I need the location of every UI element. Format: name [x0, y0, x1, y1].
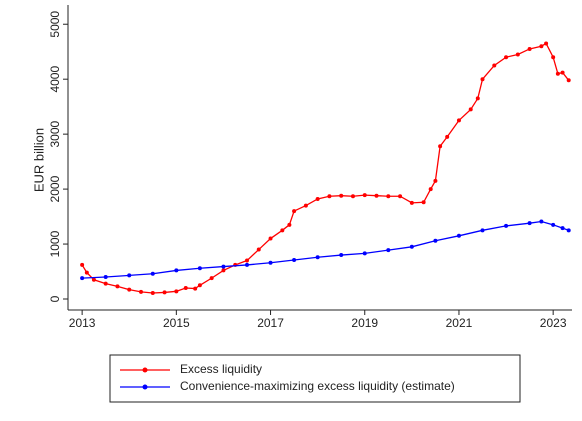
series-line — [82, 220, 569, 279]
point — [174, 268, 179, 273]
point — [544, 41, 549, 46]
y-tick-label: 1000 — [48, 230, 62, 257]
point — [386, 194, 391, 199]
point — [197, 283, 202, 288]
point — [551, 222, 556, 227]
point — [80, 276, 85, 281]
y-tick-label: 3000 — [48, 120, 62, 147]
point — [80, 262, 85, 267]
point — [386, 248, 391, 253]
legend-label: Convenience-maximizing excess liquidity … — [180, 379, 455, 393]
point — [221, 268, 226, 273]
point — [480, 228, 485, 233]
point — [221, 264, 226, 269]
point — [174, 289, 179, 294]
point — [527, 221, 532, 226]
point — [84, 270, 89, 275]
point — [409, 244, 414, 249]
point — [127, 287, 132, 292]
point — [103, 275, 108, 280]
point — [209, 276, 214, 281]
point — [555, 71, 560, 76]
point — [480, 77, 485, 82]
point — [515, 52, 520, 57]
x-tick-label: 2013 — [69, 316, 96, 330]
y-tick-label: 0 — [48, 295, 62, 302]
point — [428, 187, 433, 192]
point — [539, 44, 544, 49]
point — [91, 277, 96, 282]
point — [433, 178, 438, 183]
point — [339, 193, 344, 198]
point — [566, 228, 571, 233]
point — [292, 257, 297, 262]
point — [287, 222, 292, 227]
point — [362, 193, 367, 198]
point — [150, 271, 155, 276]
point — [468, 107, 473, 112]
point — [504, 223, 509, 228]
point — [374, 193, 379, 198]
point — [197, 266, 202, 271]
x-tick-label: 2019 — [351, 316, 378, 330]
point — [362, 251, 367, 256]
point — [566, 78, 571, 83]
point — [292, 209, 297, 214]
series-line — [81, 42, 570, 294]
legend-marker — [142, 367, 148, 373]
point — [398, 194, 403, 199]
point — [560, 226, 565, 231]
point — [303, 203, 308, 208]
y-tick-label: 5000 — [48, 11, 62, 38]
point — [456, 233, 461, 238]
point — [475, 96, 480, 101]
point — [162, 290, 167, 295]
point — [127, 273, 132, 278]
point — [438, 144, 443, 149]
point — [256, 247, 261, 252]
point — [139, 289, 144, 294]
point — [421, 200, 426, 205]
point — [504, 55, 509, 60]
point — [492, 63, 497, 68]
point — [445, 134, 450, 139]
point — [183, 286, 188, 291]
point — [268, 260, 273, 265]
point — [103, 281, 108, 286]
legend — [109, 354, 521, 403]
point — [193, 286, 198, 291]
point — [280, 228, 285, 233]
point — [315, 255, 320, 260]
point — [456, 118, 461, 123]
point — [327, 194, 332, 199]
point — [539, 219, 544, 224]
legend-marker — [142, 384, 148, 390]
point — [433, 238, 438, 243]
point — [560, 70, 565, 75]
point — [315, 196, 320, 201]
point — [409, 200, 414, 205]
legend-label: Excess liquidity — [180, 362, 262, 376]
y-tick-label: 4000 — [48, 66, 62, 93]
point — [527, 46, 532, 51]
point — [339, 253, 344, 258]
x-tick-label: 2015 — [163, 316, 190, 330]
point — [350, 194, 355, 199]
x-tick-label: 2023 — [540, 316, 567, 330]
point — [244, 258, 249, 263]
point — [268, 236, 273, 241]
point — [244, 262, 249, 267]
x-tick-label: 2017 — [257, 316, 284, 330]
x-tick-label: 2021 — [446, 316, 473, 330]
y-axis-title: EUR billion — [31, 128, 46, 192]
point — [150, 290, 155, 295]
point — [551, 55, 556, 60]
y-tick-label: 2000 — [48, 175, 62, 202]
point — [115, 284, 120, 289]
